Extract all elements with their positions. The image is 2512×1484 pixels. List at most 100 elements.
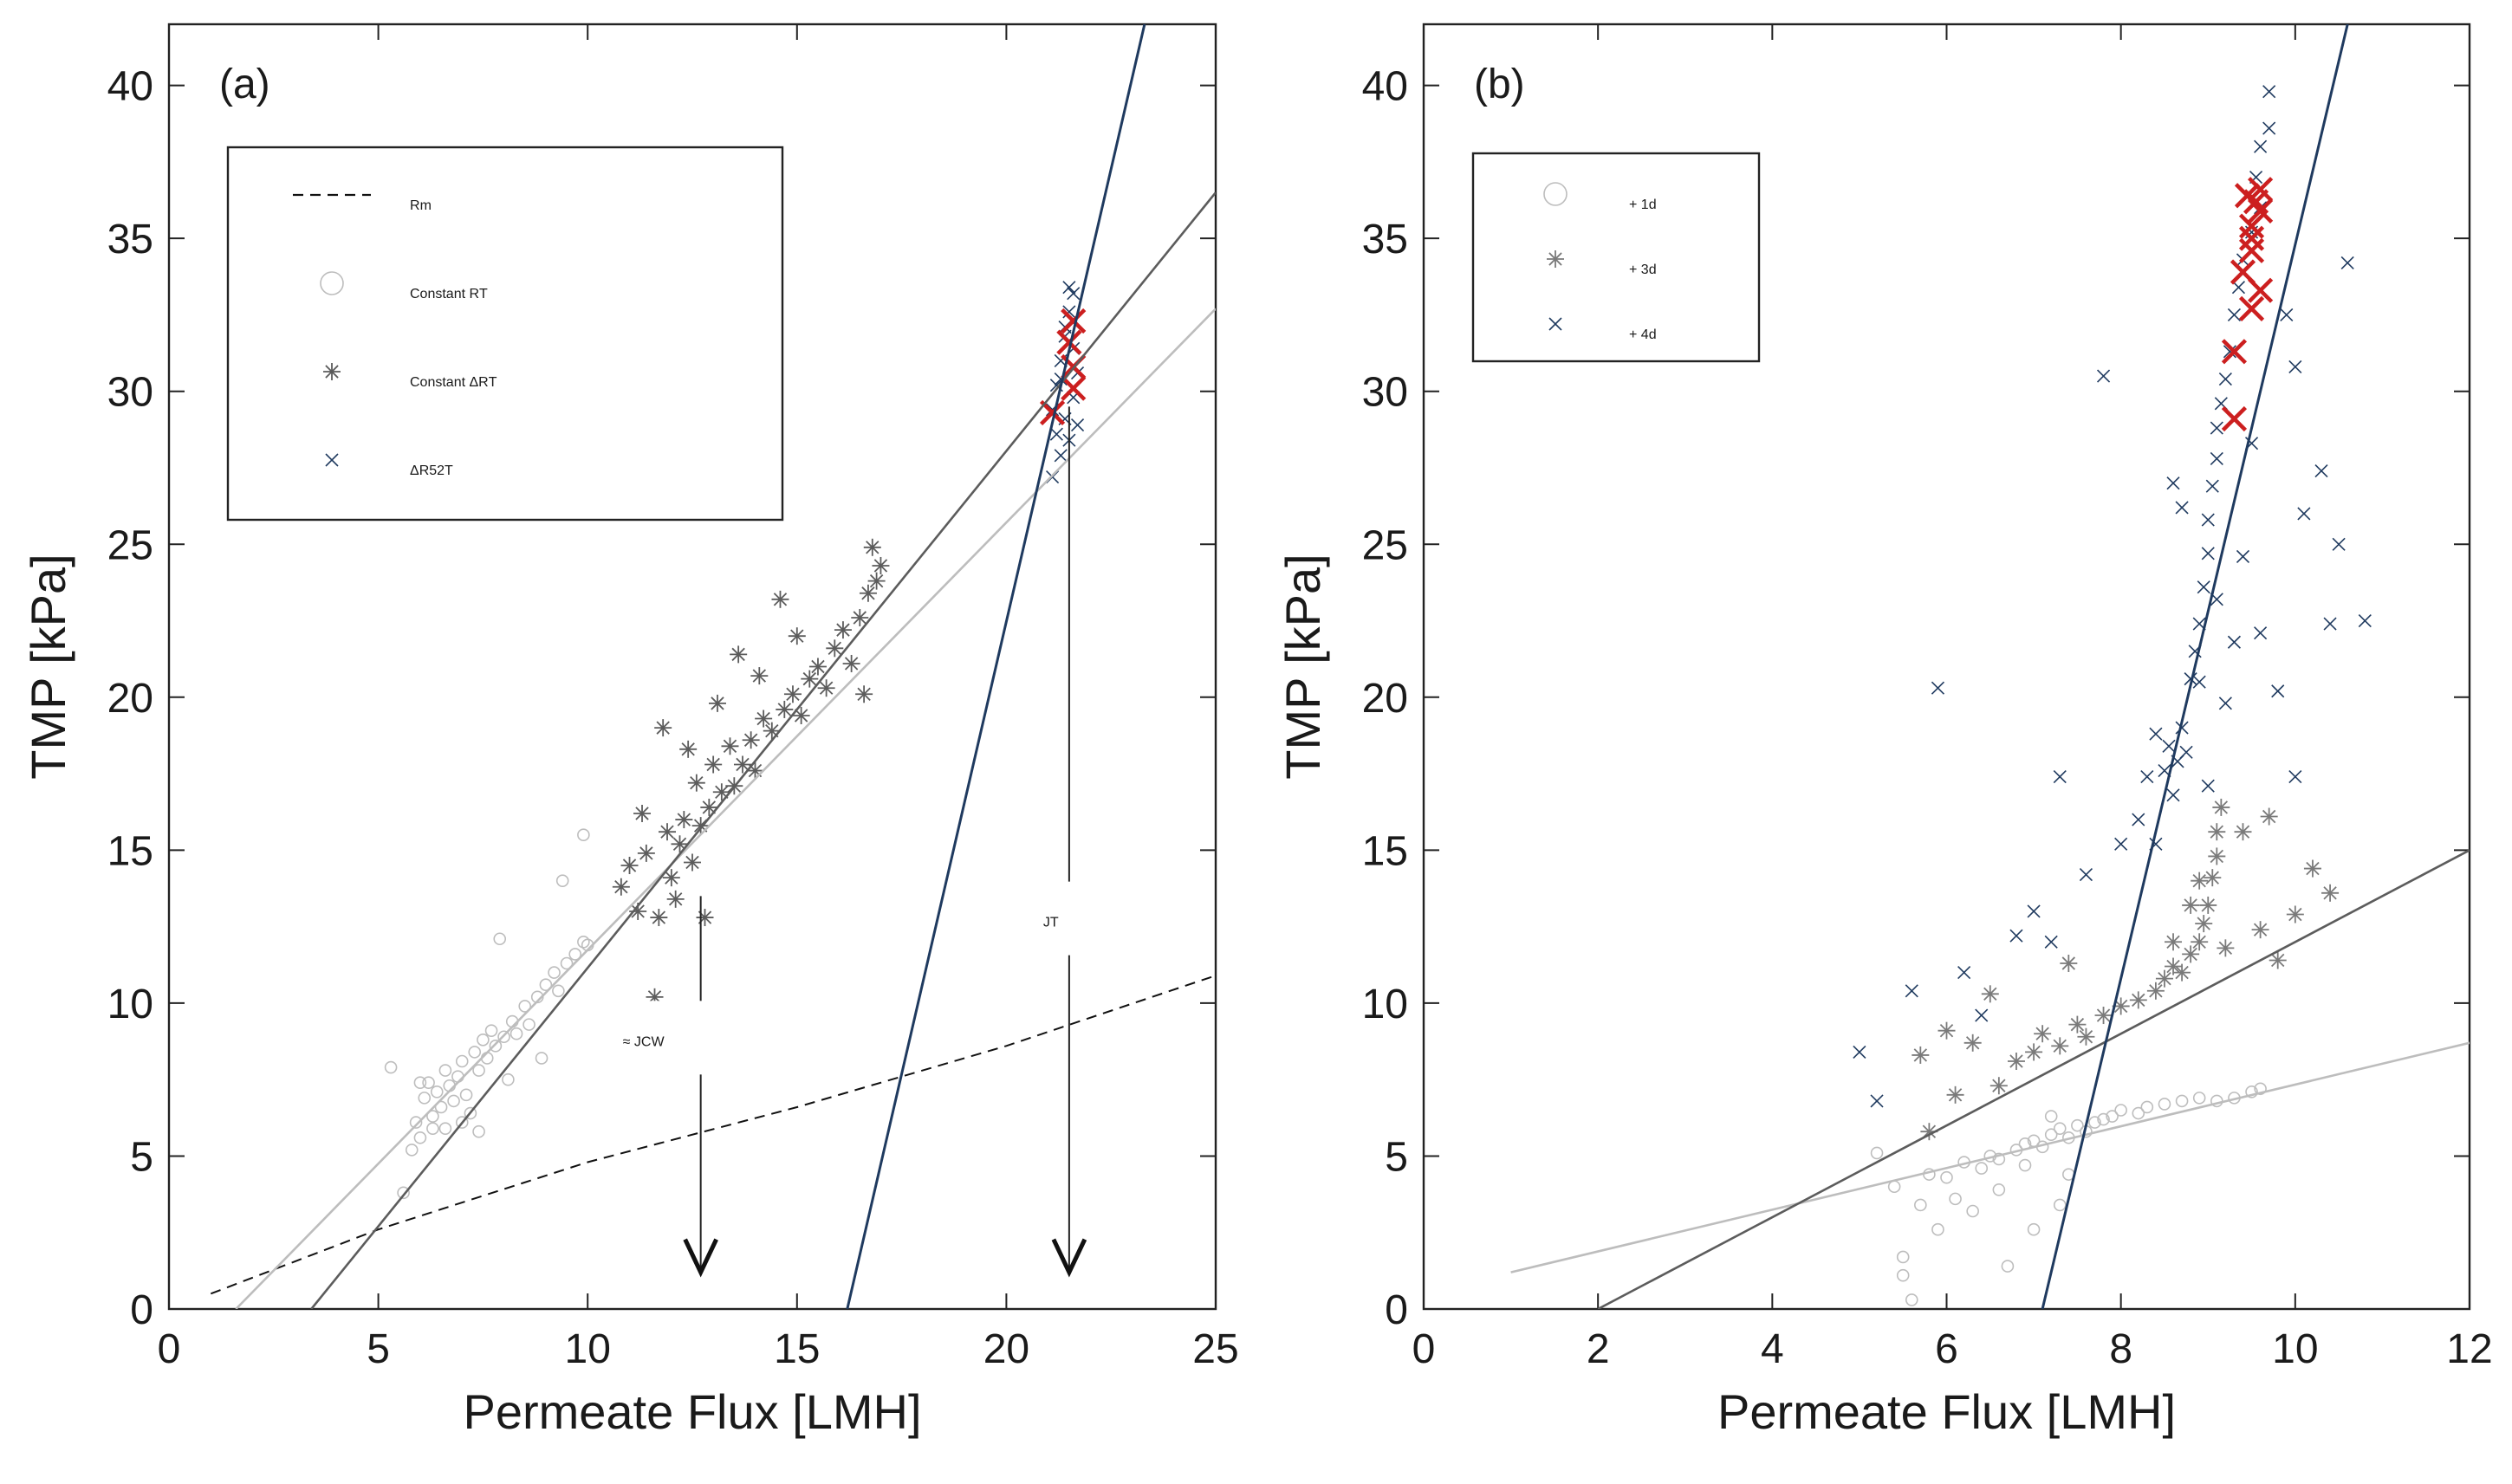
data-point: [438, 1064, 452, 1077]
data-point: [637, 844, 655, 862]
data-point: [872, 556, 890, 574]
data-point: [2238, 295, 2265, 321]
line-fit-constant-dr-t: [310, 191, 1216, 1309]
data-point: [2260, 807, 2278, 826]
data-point: [2007, 1052, 2025, 1070]
data-point: [497, 1030, 510, 1044]
data-point: [2269, 951, 2287, 969]
data-point: [2288, 360, 2302, 374]
data-point: [413, 1131, 427, 1144]
data-point: [679, 740, 698, 758]
data-point: [464, 1106, 477, 1120]
panel-b: 0 2 4 6 8 10 12 0 5 10 15 20 25 30 35 40 Permeate Flux […: [1275, 23, 2493, 1439]
data-point: [2340, 256, 2354, 269]
x-tick-label: 20: [983, 1326, 1029, 1372]
legend-entry: + 1d52: [1543, 182, 1657, 212]
data-point: [2238, 225, 2265, 251]
x-tick-label: 8: [2109, 1326, 2132, 1372]
data-point: [455, 1054, 469, 1068]
x-tick-label: 0: [1412, 1326, 1436, 1372]
panel-label: (a): [219, 62, 270, 107]
data-point: [687, 774, 705, 792]
data-point: [696, 909, 714, 927]
data-point: [2221, 339, 2248, 365]
data-point: [2034, 1025, 2052, 1043]
annotation-arrow: J52T: [1032, 406, 1102, 1278]
data-point: [1940, 1170, 1953, 1184]
data-point: [472, 1064, 485, 1077]
data-point: [2158, 1098, 2171, 1111]
data-point: [684, 853, 701, 872]
line-fit-3d: [1597, 849, 2470, 1309]
data-point: [620, 857, 639, 875]
data-point: [459, 1088, 473, 1102]
data-point: [2079, 868, 2093, 882]
data-point: [1966, 1204, 1979, 1218]
y-tick-label: 0: [1385, 1287, 1408, 1333]
data-point: [422, 1076, 435, 1090]
data-point: [783, 685, 802, 703]
data-point: [1964, 1034, 1982, 1052]
data-point: [409, 1116, 423, 1129]
data-point: [2245, 1085, 2258, 1098]
x-tick-label: 12: [2446, 1326, 2492, 1372]
data-point: [2238, 237, 2265, 263]
x-axis-label: Permeate Flux [LMH]: [463, 1384, 921, 1439]
series-highlighted: [2221, 177, 2274, 432]
data-point: [552, 984, 565, 998]
y-tick-label: 5: [130, 1134, 153, 1180]
data-point: [612, 878, 630, 896]
data-point: [2060, 955, 2078, 973]
annotation-arrow: ≈ J52CW: [612, 896, 786, 1278]
data-point: [808, 658, 827, 676]
data-point: [489, 1040, 503, 1053]
y-tick-label: 35: [1362, 217, 1408, 262]
data-point: [1905, 1293, 1918, 1306]
y-tick-label: 25: [107, 522, 153, 568]
data-point: [434, 1100, 448, 1114]
data-point: [2199, 896, 2217, 914]
data-point: [867, 572, 886, 590]
data-point: [826, 639, 844, 658]
data-point: [2001, 1260, 2015, 1273]
legend: + 1d52 + 3d52 + 4d52: [1471, 152, 1761, 363]
data-point: [763, 722, 781, 740]
legend-marker: [320, 271, 344, 295]
data-point: [2271, 684, 2285, 698]
annotation-bg: [1032, 881, 1102, 956]
data-point: [560, 956, 574, 970]
data-point: [755, 710, 773, 728]
data-point: [662, 869, 680, 887]
data-point: [2175, 1094, 2189, 1108]
data-point: [2166, 476, 2180, 490]
data-point: [1870, 1094, 1884, 1108]
data-point: [2321, 884, 2340, 902]
data-point: [1957, 966, 1971, 980]
legend-marker: [1548, 317, 1562, 331]
legend-entry: Constant R52T: [320, 271, 488, 301]
data-point: [2234, 183, 2261, 209]
data-point: [1912, 1046, 1930, 1064]
data-point: [666, 890, 685, 908]
plot-frame: [167, 23, 1217, 1311]
data-point: [2248, 277, 2274, 303]
y-tick-label: 40: [107, 64, 153, 110]
data-point: [2129, 991, 2147, 1009]
series-constant-r-t: [384, 828, 594, 1200]
data-point: [1070, 418, 1085, 432]
data-point: [2227, 308, 2241, 322]
series--3d: [1912, 798, 2340, 1141]
data-point: [2018, 1158, 2032, 1172]
data-point: [397, 1186, 410, 1200]
data-point: [2071, 1118, 2084, 1132]
data-point: [742, 731, 760, 749]
panel-a: 0 5 10 15 20 25 0 5 10 15 20 25 30 35 40 Permeate Flux …: [21, 23, 1239, 1439]
data-point: [1992, 1183, 2006, 1196]
data-point: [2332, 537, 2346, 551]
data-point: [2212, 798, 2230, 816]
data-point: [817, 679, 835, 697]
data-point: [792, 706, 810, 724]
data-point: [2192, 1092, 2206, 1105]
52: J52T: [1043, 916, 1059, 930]
data-point: [776, 700, 794, 718]
